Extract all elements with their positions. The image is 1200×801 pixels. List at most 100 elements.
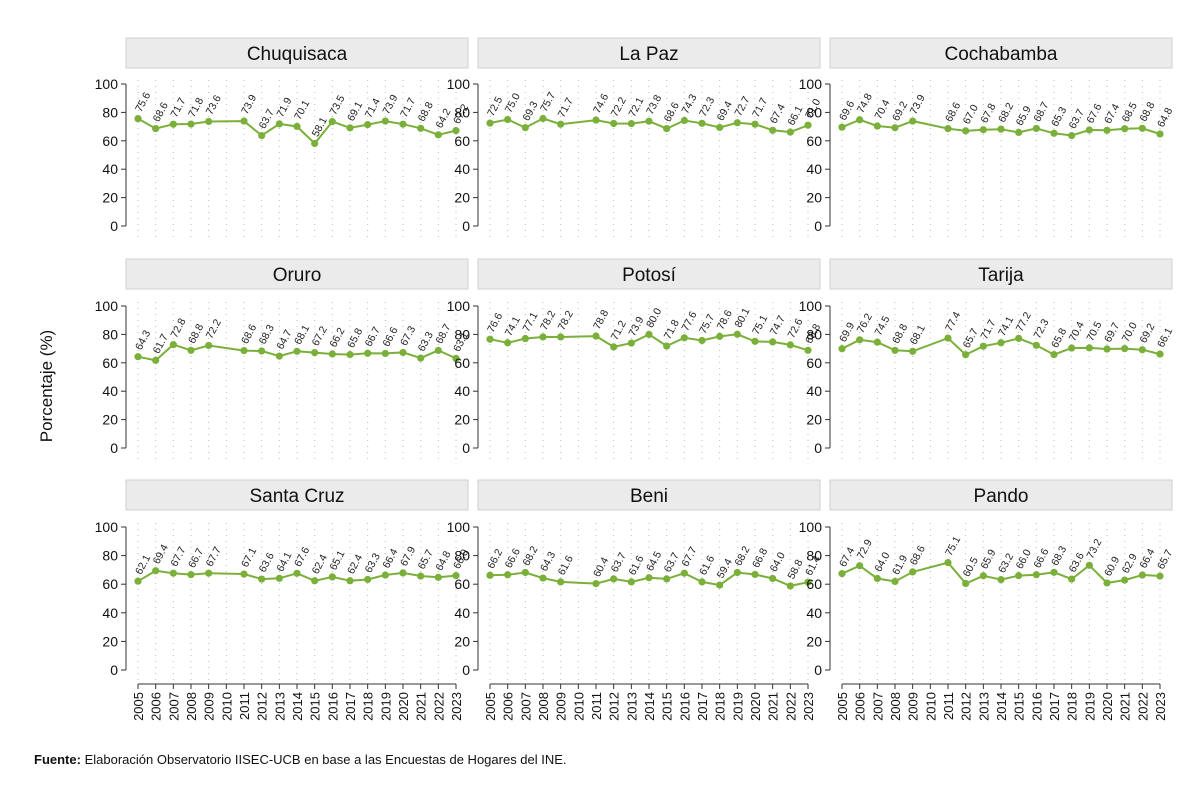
data-point: [1085, 561, 1093, 569]
data-label: 65.7: [1155, 548, 1175, 572]
data-point: [1032, 124, 1040, 133]
data-label: 64.0: [768, 550, 788, 574]
data-point: [645, 117, 653, 125]
data-point: [627, 339, 635, 347]
data-point: [733, 330, 741, 338]
data-label: 63.6: [257, 551, 277, 575]
panel-title: Beni: [630, 486, 668, 507]
data-point: [1121, 345, 1129, 353]
x-tick-label: 2011: [589, 692, 604, 720]
x-tick-label: 2008: [184, 692, 199, 721]
data-point: [1068, 575, 1076, 583]
data-label: 64.7: [274, 328, 294, 352]
panel-header: [829, 37, 1173, 69]
data-point: [891, 577, 899, 586]
data-label: 68.6: [239, 322, 259, 346]
data-label: 69.3: [520, 99, 540, 123]
data-label: 69.6: [837, 99, 857, 123]
data-point: [698, 336, 706, 345]
data-point: [486, 571, 494, 579]
y-tick-label: 0: [462, 218, 470, 234]
panel-title: La Paz: [619, 44, 678, 65]
y-tick-label: 20: [454, 412, 470, 428]
data-point: [645, 330, 653, 338]
data-point: [680, 569, 688, 577]
data-label: 67.4: [837, 545, 857, 569]
data-point: [328, 350, 336, 358]
x-tick-label: 2006: [149, 692, 164, 721]
data-point: [997, 576, 1005, 584]
data-label: 68.7: [1031, 100, 1051, 124]
data-label: 67.7: [204, 545, 224, 569]
data-point: [804, 578, 812, 586]
x-tick-label: 2019: [1082, 692, 1097, 721]
data-point: [997, 125, 1005, 133]
data-point: [258, 347, 266, 355]
y-tick-label: 60: [102, 576, 118, 592]
data-point: [610, 119, 618, 128]
data-point: [592, 116, 600, 124]
data-label: 69.9: [837, 320, 857, 344]
data-label: 67.8: [978, 101, 998, 125]
data-point: [592, 332, 600, 340]
data-label: 70.0: [1120, 320, 1140, 344]
data-point: [1103, 345, 1111, 353]
data-label: 69.7: [1102, 321, 1122, 345]
data-label: 70.4: [1067, 320, 1087, 344]
x-tick-label: 2019: [730, 692, 745, 721]
data-label: 68.8: [186, 322, 206, 346]
data-point: [539, 574, 547, 582]
y-tick-label: 60: [806, 355, 822, 371]
data-point: [1156, 350, 1164, 358]
data-point: [1156, 130, 1164, 138]
y-tick-label: 20: [806, 633, 822, 649]
y-tick-label: 20: [454, 190, 470, 206]
x-tick-label: 2010: [571, 692, 586, 721]
data-point: [979, 342, 987, 350]
data-point: [434, 346, 442, 355]
data-point: [134, 577, 142, 585]
data-point: [205, 569, 213, 577]
data-point: [786, 128, 794, 136]
data-label: 66.7: [363, 325, 383, 349]
data-point: [1032, 341, 1040, 349]
data-label: 72.8: [168, 316, 188, 340]
chart-figure: Porcentaje (%) Chuquisaca 0 20 40 60 80 100 75.6…: [37, 37, 1175, 721]
data-label: 68.6: [908, 543, 928, 567]
data-point: [1121, 576, 1129, 584]
data-point: [134, 353, 142, 361]
y-tick-label: 40: [806, 605, 822, 621]
y-tick-label: 80: [806, 326, 822, 342]
data-point: [205, 341, 213, 350]
data-label: 73.5: [327, 93, 347, 117]
y-tick-label: 100: [95, 298, 119, 314]
data-point: [944, 124, 952, 133]
data-label: 58.8: [785, 558, 805, 582]
data-point: [258, 131, 266, 140]
x-tick-label: 2012: [607, 692, 622, 721]
data-point: [539, 114, 547, 123]
y-tick-label: 80: [102, 104, 118, 120]
data-point: [1032, 571, 1040, 579]
data-label: 67.3: [398, 324, 418, 348]
y-tick-label: 80: [454, 326, 470, 342]
data-label: 66.4: [380, 547, 400, 571]
data-point: [680, 116, 688, 125]
panel-title: Cochabamba: [944, 44, 1057, 65]
data-label: 64.8: [1155, 106, 1175, 130]
data-label: 69.1: [345, 99, 365, 123]
x-tick-label: 2007: [870, 692, 885, 721]
data-point: [557, 120, 565, 128]
data-label: 74.5: [872, 314, 892, 338]
y-tick-label: 80: [454, 104, 470, 120]
x-tick-label: 2018: [361, 692, 376, 721]
data-label: 66.2: [327, 326, 347, 350]
x-tick-label: 2009: [202, 692, 217, 721]
x-tick-label: 2013: [624, 692, 639, 721]
x-tick-label: 2013: [976, 692, 991, 721]
data-point: [417, 354, 425, 362]
data-label: 78.8: [591, 308, 611, 332]
data-point: [751, 120, 759, 128]
data-point: [399, 348, 407, 357]
